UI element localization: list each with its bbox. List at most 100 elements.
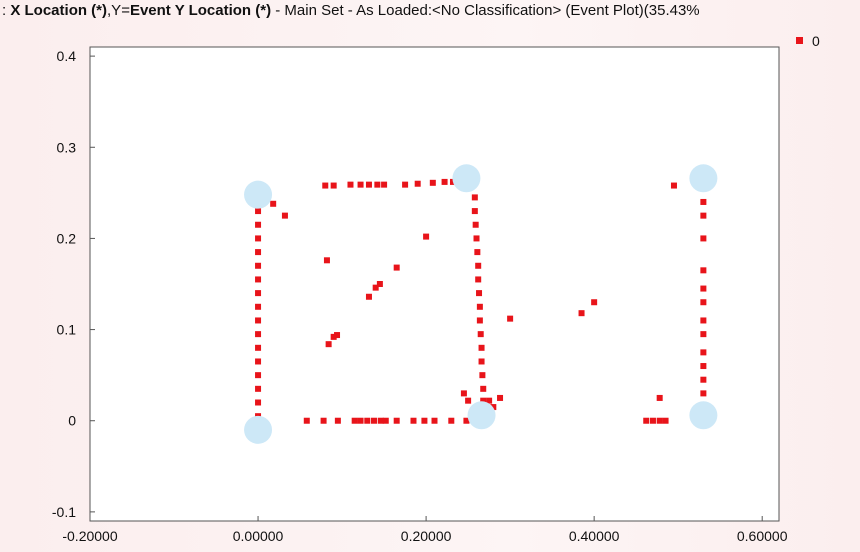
data-point <box>255 276 262 283</box>
data-point <box>255 235 262 242</box>
y-tick-label: 0.2 <box>57 230 77 246</box>
data-point <box>476 290 483 297</box>
highlight-marker <box>244 415 273 444</box>
data-point <box>441 178 448 185</box>
data-point <box>393 417 400 424</box>
data-point <box>480 397 487 404</box>
highlight-markers <box>244 164 718 444</box>
title-separator: ,Y= <box>107 2 130 19</box>
data-point <box>656 417 663 424</box>
data-point <box>334 332 341 339</box>
highlight-marker <box>244 180 273 209</box>
data-point <box>320 417 327 424</box>
data-point <box>357 417 364 424</box>
data-point <box>357 181 364 188</box>
title-x-axis-name: X Location (*) <box>10 2 108 19</box>
data-point <box>410 417 417 424</box>
y-tick-label: 0.3 <box>57 139 77 155</box>
data-point <box>255 399 262 406</box>
x-tick-label: 0.20000 <box>401 528 452 544</box>
x-tick-label: 0.00000 <box>233 528 284 544</box>
data-point <box>474 249 481 256</box>
data-point <box>255 208 262 215</box>
data-point <box>465 397 472 404</box>
data-point <box>255 249 262 256</box>
data-point <box>377 417 384 424</box>
data-point <box>374 181 381 188</box>
data-point <box>323 257 330 264</box>
data-point <box>700 198 707 205</box>
data-point <box>477 331 484 338</box>
highlight-marker <box>467 401 496 430</box>
y-tick-label: -0.1 <box>52 504 76 520</box>
data-point <box>472 221 479 228</box>
data-point <box>475 262 482 269</box>
data-point <box>325 341 332 348</box>
data-point <box>591 299 598 306</box>
data-point <box>255 290 262 297</box>
data-point <box>471 194 478 201</box>
data-point <box>372 284 379 291</box>
data-point <box>322 182 329 189</box>
data-point <box>480 385 487 392</box>
data-point <box>448 417 455 424</box>
data-point <box>255 372 262 379</box>
title-prefix: : <box>2 2 11 19</box>
data-point <box>700 285 707 292</box>
highlight-marker <box>689 401 718 430</box>
x-tick-label: -0.20000 <box>62 528 117 544</box>
data-point <box>473 235 480 242</box>
data-point <box>393 264 400 271</box>
data-point <box>255 344 262 351</box>
data-point <box>649 417 656 424</box>
legend-label: 0 <box>812 33 820 49</box>
highlight-marker <box>689 164 718 193</box>
data-point <box>421 417 428 424</box>
data-point <box>670 182 677 189</box>
data-point <box>700 331 707 338</box>
data-point <box>381 181 388 188</box>
data-point <box>479 372 486 379</box>
data-point <box>656 394 663 401</box>
data-point <box>700 299 707 306</box>
data-point <box>497 394 504 401</box>
data-point <box>700 349 707 356</box>
data-point <box>334 417 341 424</box>
data-point <box>281 212 288 219</box>
data-point <box>364 417 371 424</box>
data-point <box>478 358 485 365</box>
data-point <box>700 235 707 242</box>
data-point <box>662 417 669 424</box>
title-rest: - Main Set - As Loaded:<No Classificatio… <box>271 2 700 19</box>
data-point <box>471 208 478 215</box>
data-point <box>330 182 337 189</box>
data-point <box>255 317 262 324</box>
data-point <box>402 181 409 188</box>
data-point <box>365 181 372 188</box>
y-tick-label: 0 <box>68 413 76 429</box>
highlight-marker <box>452 164 481 193</box>
data-point <box>460 390 467 397</box>
legend-swatch <box>796 37 803 44</box>
plot-area <box>89 46 780 522</box>
axis-ticks: -0.20000 0.00000 0.20000 0.40000 0.60000 -0.1… <box>52 48 788 544</box>
legend: 0 <box>796 33 820 49</box>
data-point <box>351 417 358 424</box>
data-point <box>330 333 337 340</box>
data-point <box>463 417 470 424</box>
data-point <box>478 344 485 351</box>
plot-title-bar: : X Location (*),Y=Event Y Location (*) … <box>2 1 858 21</box>
data-point <box>255 221 262 228</box>
data-point <box>255 358 262 365</box>
data-point <box>700 317 707 324</box>
data-point <box>507 315 514 322</box>
data-point <box>700 212 707 219</box>
data-point <box>303 417 310 424</box>
data-point <box>255 331 262 338</box>
data-point <box>490 404 497 411</box>
data-point <box>255 262 262 269</box>
data-point <box>382 417 389 424</box>
data-point <box>700 267 707 274</box>
